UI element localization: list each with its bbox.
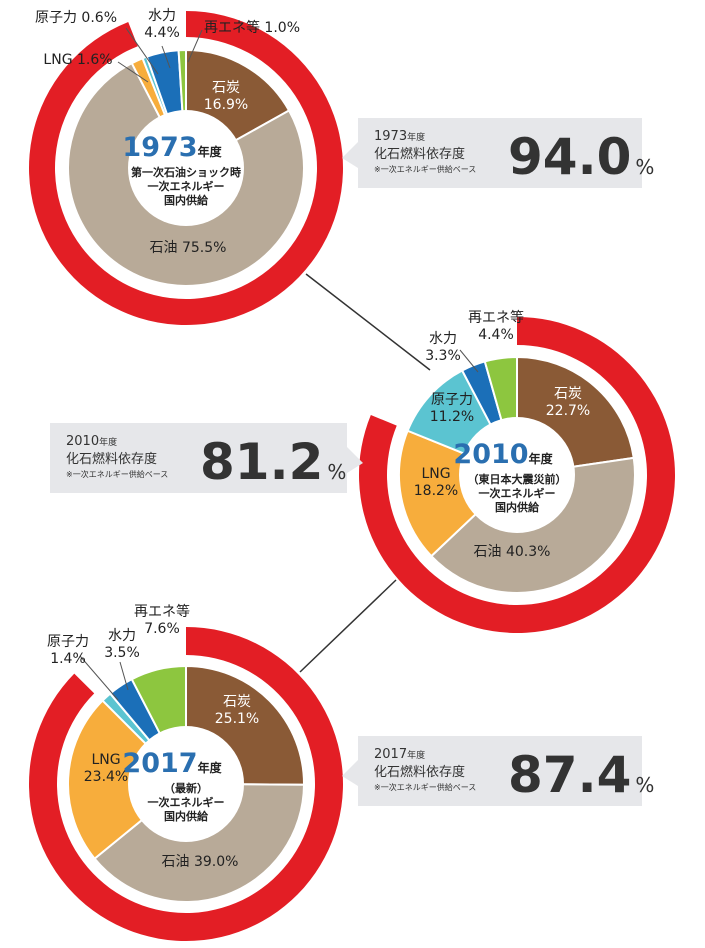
slice-label: 再エネ等 xyxy=(468,309,524,326)
slice-label: 水力 xyxy=(108,628,136,644)
slice-label: 再エネ等 1.0% xyxy=(204,19,300,36)
slice-label: 石炭 xyxy=(554,386,582,402)
callout-label: 化石燃料依存度 xyxy=(374,764,465,780)
slice-label: 再エネ等 xyxy=(134,603,190,620)
center-caption: 国内供給 xyxy=(164,193,209,207)
donut-hole xyxy=(128,110,244,226)
slice-label: 原子力 0.6% xyxy=(35,10,117,26)
slice-label: 水力 xyxy=(148,8,176,24)
leader-line xyxy=(161,45,171,69)
center-caption: （最新） xyxy=(164,781,208,795)
center-caption: 一次エネルギー xyxy=(148,795,225,809)
leader-line xyxy=(187,29,203,63)
leader-line xyxy=(117,61,149,83)
center-year: 2010年度 xyxy=(453,439,553,470)
slice-label: 11.2% xyxy=(430,409,474,425)
callout-value: 87.4% xyxy=(508,746,654,804)
center-caption: 国内供給 xyxy=(164,809,209,823)
slice-label: LNG 1.6% xyxy=(43,52,112,68)
slice-label: 16.9% xyxy=(204,97,248,113)
callout-value: 81.2% xyxy=(200,433,346,491)
leader-line xyxy=(119,661,129,691)
callout-year: 2017年度 xyxy=(374,747,425,762)
center-caption: 一次エネルギー xyxy=(148,179,225,193)
connector-line xyxy=(305,273,431,371)
callout-note: ※一次エネルギー供給ベース xyxy=(374,782,476,792)
callout-box xyxy=(50,423,347,493)
slice-lng xyxy=(398,429,519,558)
slice-label: 4.4% xyxy=(144,25,180,41)
callout-pointer xyxy=(342,142,358,168)
slice-label: 3.5% xyxy=(104,645,140,661)
leader-line xyxy=(79,655,119,701)
slice-label: 石油 39.0% xyxy=(162,854,239,870)
leader-line xyxy=(459,349,479,373)
callout-year: 2010年度 xyxy=(66,434,117,449)
slice-label: 1.4% xyxy=(50,651,86,667)
slice-label: 石油 40.3% xyxy=(474,544,551,560)
slice-label: 4.4% xyxy=(478,327,514,343)
callout-box xyxy=(358,118,642,188)
callout-pointer xyxy=(347,447,363,473)
slice-label: LNG xyxy=(91,752,120,768)
slice-label: 石油 75.5% xyxy=(150,240,227,256)
connector-line xyxy=(299,579,397,673)
slice-label: 18.2% xyxy=(414,483,458,499)
center-caption: （東日本大震災前） xyxy=(468,472,567,486)
center-caption: 国内供給 xyxy=(495,500,540,514)
slice-lng xyxy=(67,699,188,861)
slice-label: 原子力 xyxy=(431,392,473,408)
callout-pointer xyxy=(342,760,358,786)
callout-year: 1973年度 xyxy=(374,129,425,144)
slice-oil xyxy=(93,782,306,903)
callout-label: 化石燃料依存度 xyxy=(66,451,157,467)
callout-box xyxy=(358,736,642,806)
center-caption: 一次エネルギー xyxy=(479,486,556,500)
center-caption: 第一次石油ショック時 xyxy=(131,165,241,179)
slice-label: 石炭 xyxy=(223,694,251,710)
leader-line xyxy=(125,27,159,75)
slice-label: 石炭 xyxy=(212,80,240,96)
slice-label: 水力 xyxy=(429,331,457,347)
slice-label: 23.4% xyxy=(84,769,128,785)
slice-label: 22.7% xyxy=(546,403,590,419)
slice-label: 7.6% xyxy=(144,621,180,637)
callout-note: ※一次エネルギー供給ベース xyxy=(374,164,476,174)
callout-note: ※一次エネルギー供給ベース xyxy=(66,469,168,479)
donut-hole xyxy=(128,726,244,842)
callout-value: 94.0% xyxy=(508,128,654,186)
callout-label: 化石燃料依存度 xyxy=(374,146,465,162)
slice-label: LNG xyxy=(421,466,450,482)
slice-label: 25.1% xyxy=(215,711,259,727)
slice-label: 3.3% xyxy=(425,348,461,364)
center-year: 1973年度 xyxy=(122,132,222,163)
slice-label: 原子力 xyxy=(47,634,89,650)
donut-hole xyxy=(459,417,575,533)
center-year: 2017年度 xyxy=(122,748,222,779)
